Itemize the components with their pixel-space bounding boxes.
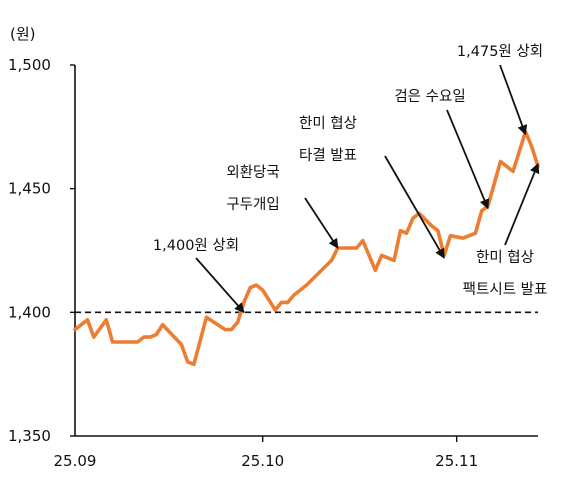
y-axis-tick-labels: 1,350 1,400 1,450 1,500	[8, 56, 51, 445]
annotation-label: 구두개입	[226, 196, 279, 213]
y-unit-label: (원)	[10, 25, 36, 43]
annotation-label: 1,400원 상회	[153, 237, 239, 254]
x-tick-label: 25.10	[241, 452, 284, 470]
annotation-label: 1,475원 상회	[457, 43, 543, 60]
annotation-label: 한미 협상	[299, 115, 357, 132]
annotation-label: 팩트시트 발표	[463, 281, 548, 298]
x-tick-label: 25.11	[435, 452, 478, 470]
annotation-arrow	[304, 197, 339, 249]
x-axis-tick-marks	[262, 436, 458, 442]
annotation-arrow	[195, 257, 245, 314]
annotation-label: 검은 수요일	[394, 88, 465, 105]
y-tick-label: 1,350	[8, 427, 51, 445]
annotation: 1,400원 상회	[153, 237, 245, 314]
annotation-arrow	[446, 109, 490, 210]
annotation: 1,475원 상회	[457, 43, 543, 136]
y-axis-tick-marks	[70, 64, 75, 437]
annotation: 검은 수요일	[394, 88, 490, 210]
series-line	[73, 130, 540, 367]
annotation-arrow	[384, 155, 445, 259]
y-tick-label: 1,500	[8, 56, 51, 74]
annotation-label: 타결 발표	[299, 147, 357, 164]
y-tick-label: 1,400	[8, 303, 51, 321]
annotation-label: 한미 협상	[476, 249, 534, 266]
x-axis-tick-labels: 25.09 25.10 25.11	[54, 452, 479, 470]
annotation-label: 외환당국	[226, 164, 279, 181]
x-tick-label: 25.09	[54, 452, 97, 470]
annotation-arrow	[499, 64, 528, 136]
annotation-arrow	[504, 163, 540, 246]
y-tick-label: 1,450	[8, 180, 51, 198]
